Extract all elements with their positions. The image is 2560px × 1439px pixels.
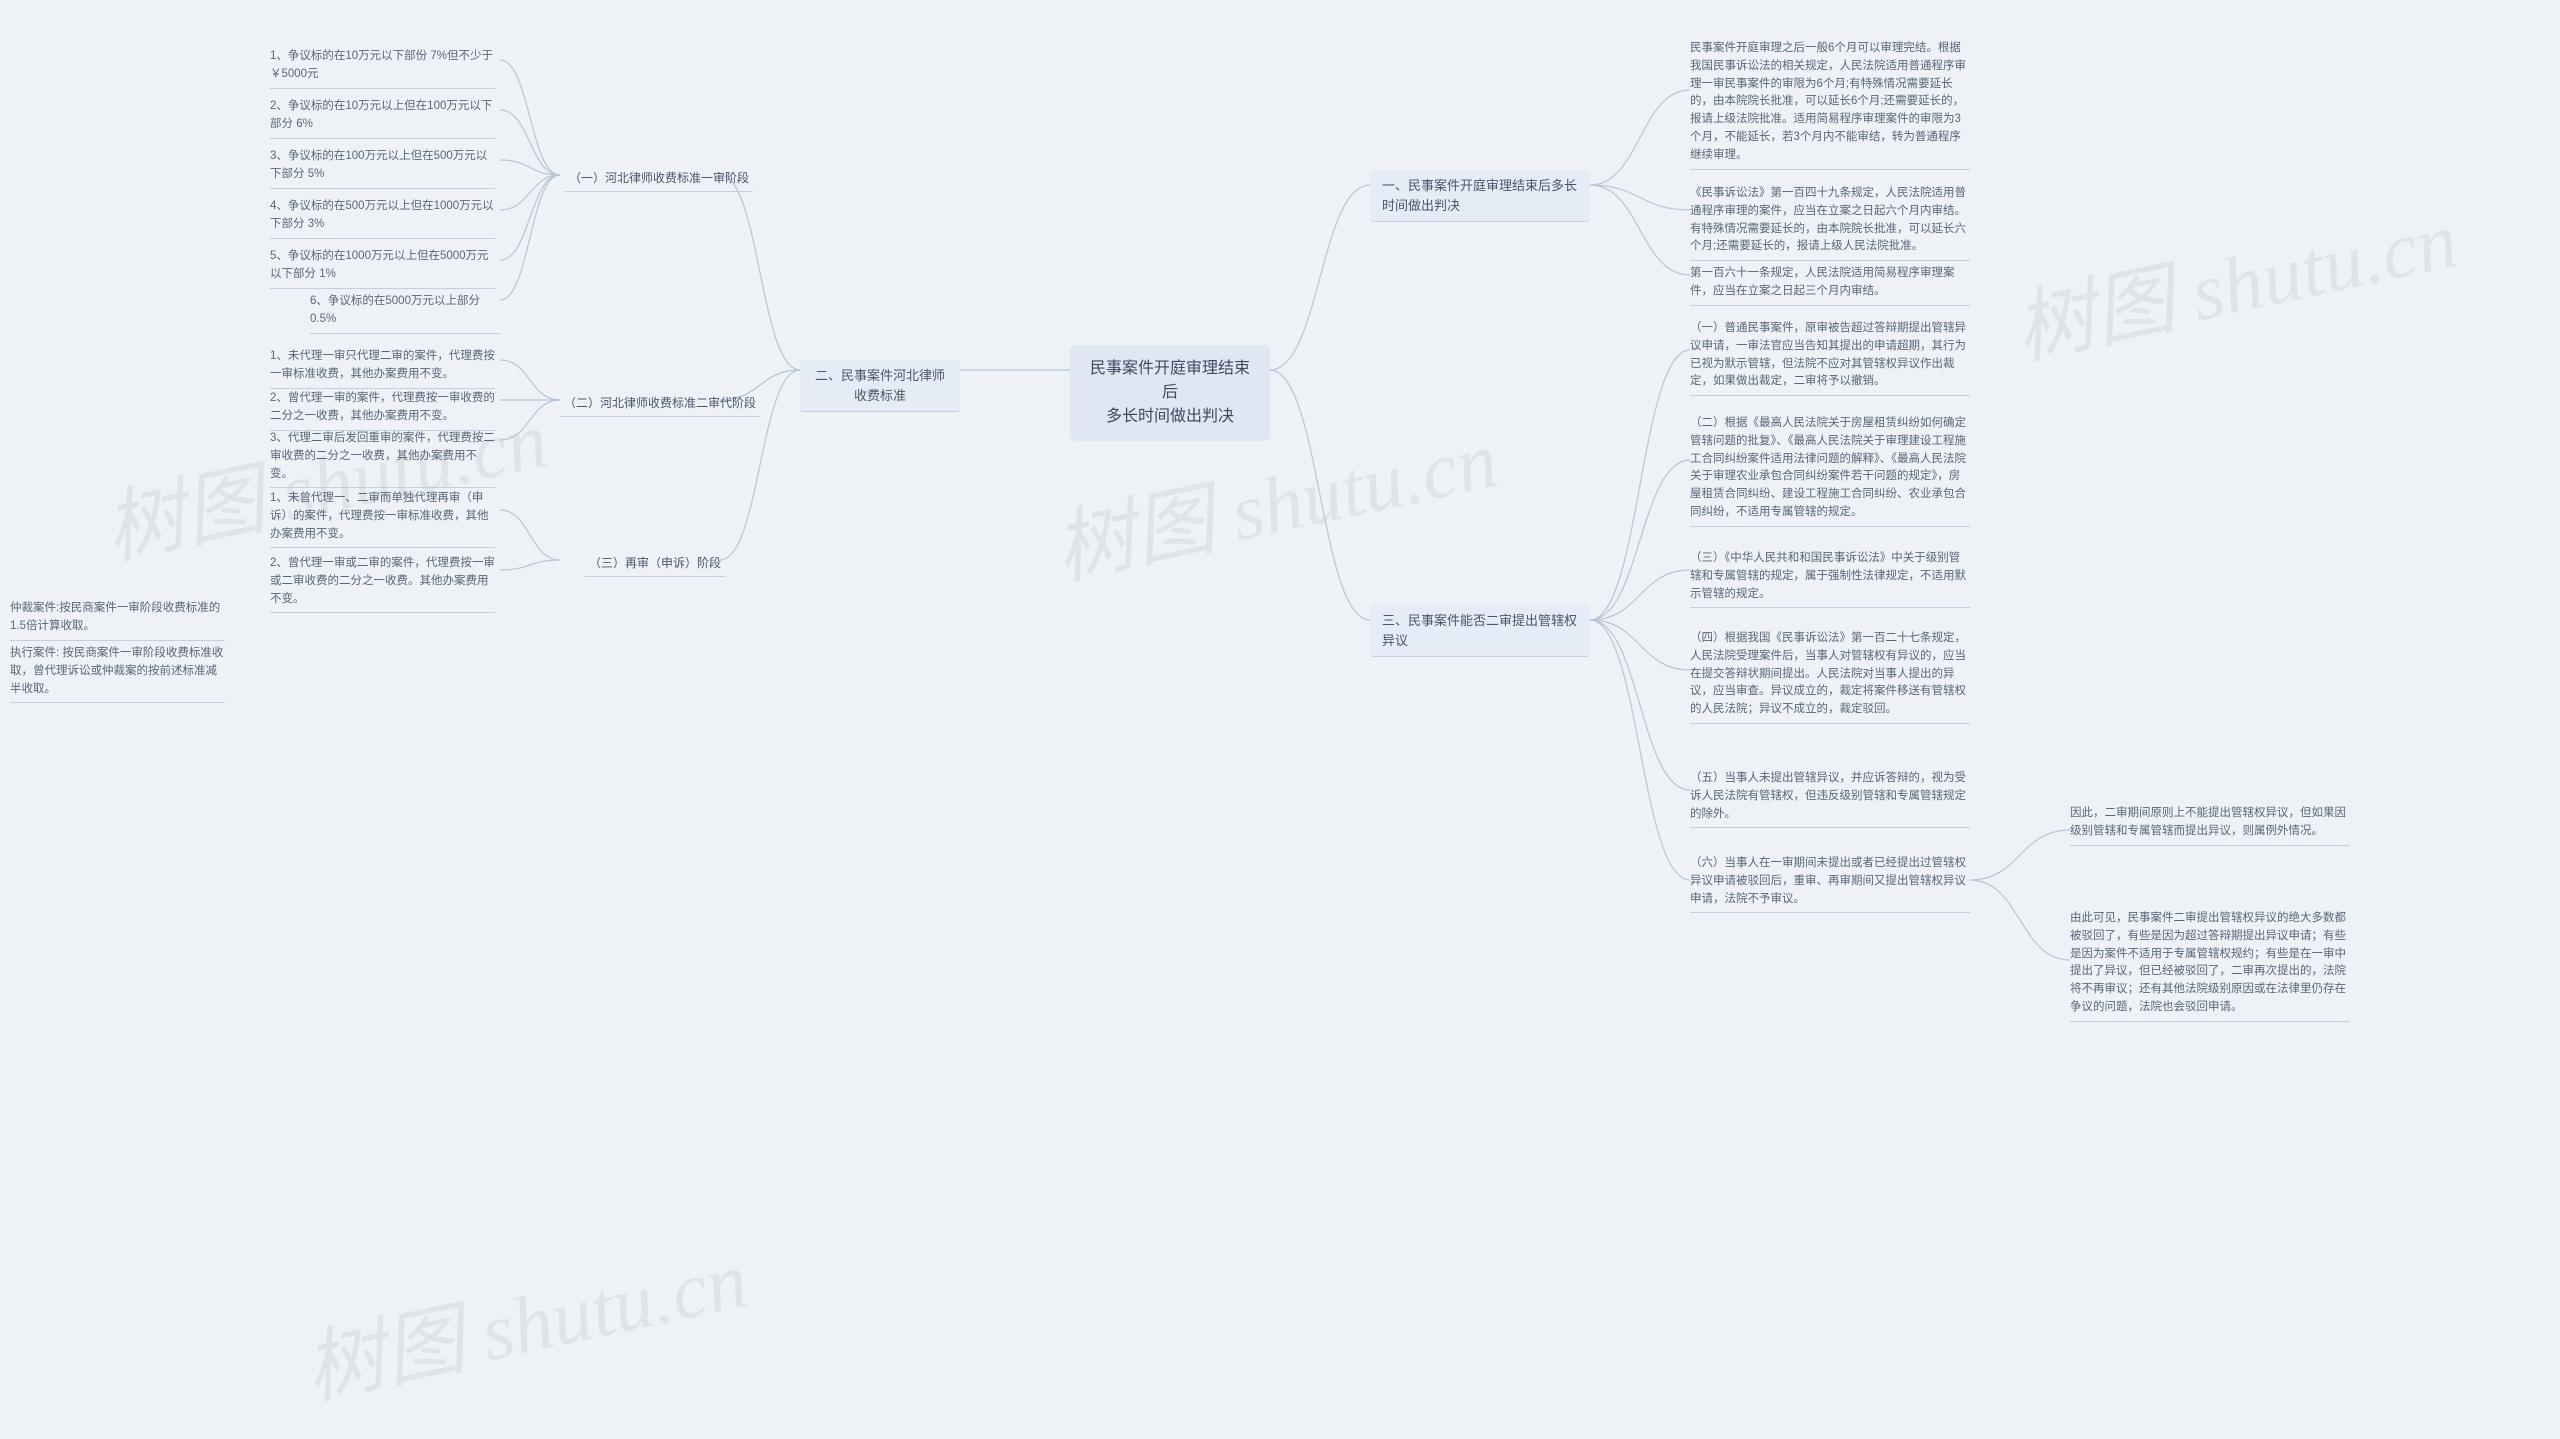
b3-leaf-1: （二）根据《最高人民法院关于房屋租赁纠纷如何确定管辖问题的批复》、《最高人民法院…	[1690, 415, 1970, 527]
b2-s1-leaf-5: 6、争议标的在5000万元以上部分 0.5%	[310, 293, 500, 334]
b2-sub2: （二）河北律师收费标准二审代阶段	[560, 392, 760, 417]
b2-s3-leaf-1: 2、曾代理一审或二审的案件，代理费按一审或二审收费的二分之一收费。其他办案费用不…	[270, 555, 495, 613]
branch-1: 一、民事案件开庭审理结束后多长时间做出判决	[1370, 170, 1590, 222]
b2-s1-leaf-4: 5、争议标的在1000万元以上但在5000万元以下部分 1%	[270, 248, 495, 289]
b1-leaf-1: 《民事诉讼法》第一百四十九条规定，人民法院适用普通程序审理的案件，应当在立案之日…	[1690, 185, 1970, 261]
root-node: 民事案件开庭审理结束后 多长时间做出判决	[1070, 345, 1270, 441]
b2-s1-leaf-0: 1、争议标的在10万元以下部份 7%但不少于￥5000元	[270, 48, 495, 89]
root-line1: 民事案件开庭审理结束后	[1088, 357, 1252, 405]
b2-s3-leaf-0: 1、未曾代理一、二审而单独代理再审（申诉）的案件，代理费按一审标准收费，其他办案…	[270, 490, 495, 548]
watermark: 树图 shutu.cn	[293, 1215, 756, 1422]
b2-s3-extra-0: 仲裁案件:按民商案件一审阶段收费标准的1.5倍计算收取。	[10, 600, 225, 641]
b3-sub6-0: 因此，二审期间原则上不能提出管辖权异议，但如果因级别管辖和专属管辖而提出异议，则…	[2070, 805, 2350, 846]
b3-leaf-0: （一）普通民事案件，原审被告超过答辩期提出管辖异议申请，一审法官应当告知其提出的…	[1690, 320, 1970, 396]
b3-leaf-3: （四）根据我国《民事诉讼法》第一百二十七条规定，人民法院受理案件后，当事人对管辖…	[1690, 630, 1970, 724]
b2-s1-leaf-1: 2、争议标的在10万元以上但在100万元以下部分 6%	[270, 98, 495, 139]
b3-leaf-2: （三）《中华人民共和和国民事诉讼法》中关于级别管辖和专属管辖的规定，属于强制性法…	[1690, 550, 1970, 608]
branch-3: 三、民事案件能否二审提出管辖权异议	[1370, 605, 1590, 657]
watermark: 树图 shutu.cn	[2003, 175, 2466, 382]
b2-s2-leaf-0: 1、未代理一审只代理二审的案件，代理费按一审标准收费，其他办案费用不变。	[270, 348, 495, 389]
b2-s1-leaf-2: 3、争议标的在100万元以上但在500万元以下部分 5%	[270, 148, 495, 189]
b2-sub1: （一）河北律师收费标准一审阶段	[565, 167, 753, 192]
b2-s2-leaf-1: 2、曾代理一审的案件，代理费按一审收费的二分之一收费，其他办案费用不变。	[270, 390, 495, 431]
b2-s1-leaf-3: 4、争议标的在500万元以上但在1000万元以下部分 3%	[270, 198, 495, 239]
b3-sub6-1: 由此可见，民事案件二审提出管辖权异议的绝大多数都被驳回了，有些是因为超过答辩期提…	[2070, 910, 2350, 1022]
b3-leaf-5: （六）当事人在一审期间未提出或者已经提出过管辖权异议申请被驳回后，重审、再审期间…	[1690, 855, 1970, 913]
b1-leaf-0: 民事案件开庭审理之后一般6个月可以审理完结。根据我国民事诉讼法的相关规定，人民法…	[1690, 40, 1970, 170]
b1-leaf-2: 第一百六十一条规定，人民法院适用简易程序审理案件，应当在立案之日起三个月内审结。	[1690, 265, 1970, 306]
branch-2: 二、民事案件河北律师收费标准	[800, 360, 960, 412]
root-line2: 多长时间做出判决	[1088, 405, 1252, 429]
b2-s3-extra-1: 执行案件: 按民商案件一审阶段收费标准收取，曾代理诉讼或仲裁案的按前述标准减半收…	[10, 645, 225, 703]
b2-sub3: （三）再审（申诉）阶段	[585, 552, 725, 577]
b3-leaf-4: （五）当事人未提出管辖异议，并应诉答辩的，视为受诉人民法院有管辖权，但违反级别管…	[1690, 770, 1970, 828]
b2-s2-leaf-2: 3、代理二审后发回重审的案件，代理费按二审收费的二分之一收费，其他办案费用不变。	[270, 430, 495, 488]
